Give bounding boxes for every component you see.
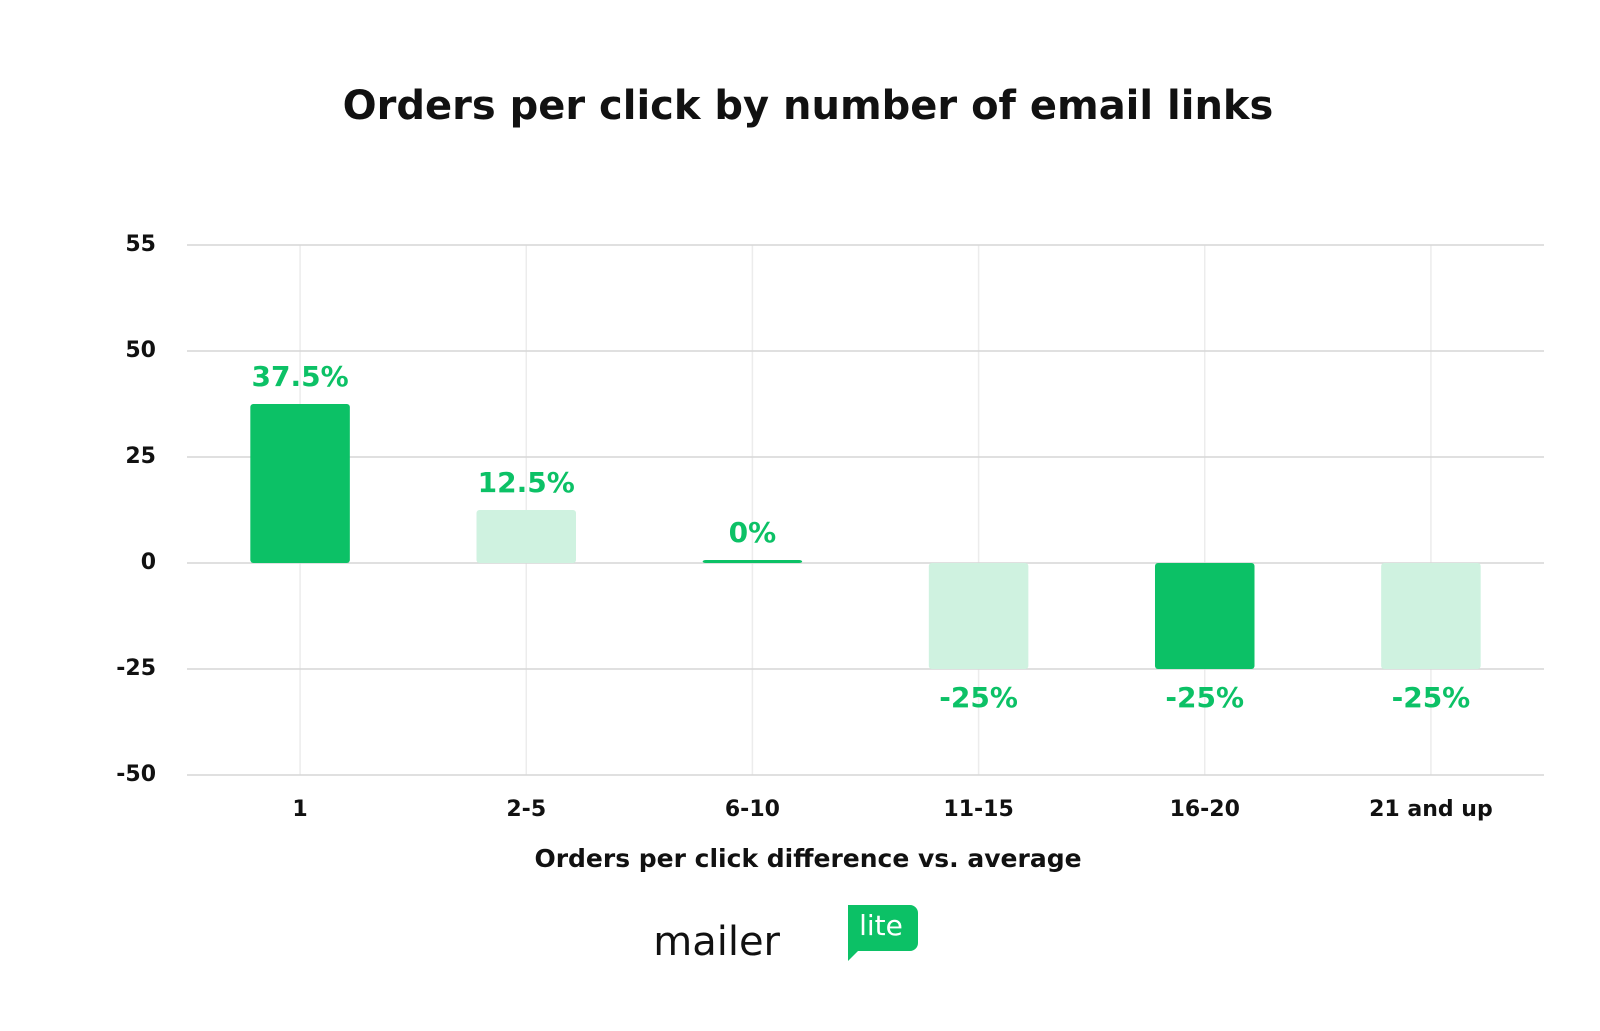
bar [928,563,1029,669]
logo-badge: lite [859,909,903,942]
data-label: 37.5% [252,360,349,393]
data-label: 12.5% [478,466,575,499]
data-label: -25% [1392,681,1471,714]
logo-badge-shape [848,905,918,961]
x-tick-label: 1 [292,797,307,822]
data-label: -25% [939,681,1018,714]
y-tick-label: 50 [125,338,156,363]
data-label: -25% [1165,681,1244,714]
logo-text: mailer [653,919,780,965]
y-tick-label: 55 [125,232,156,257]
y-tick-label: 0 [141,550,156,575]
logo: mailer lite [653,905,918,965]
bar [702,560,803,563]
bar [476,510,577,563]
bar [1381,563,1481,669]
x-tick-label: 16-20 [1170,797,1240,822]
x-axis-label: Orders per click difference vs. average [534,844,1081,873]
x-tick-label: 2-5 [506,797,546,822]
x-tick-label: 11-15 [943,797,1013,822]
x-tick-label: 6-10 [725,797,780,822]
x-tick-label: 21 and up [1369,797,1493,822]
y-tick-label: -25 [116,656,156,681]
chart-title: Orders per click by number of email link… [343,83,1274,129]
bar [250,404,350,563]
data-label: 0% [729,516,777,549]
bar [1154,563,1255,669]
y-tick-label: -50 [116,762,156,787]
y-tick-label: 25 [125,444,156,469]
